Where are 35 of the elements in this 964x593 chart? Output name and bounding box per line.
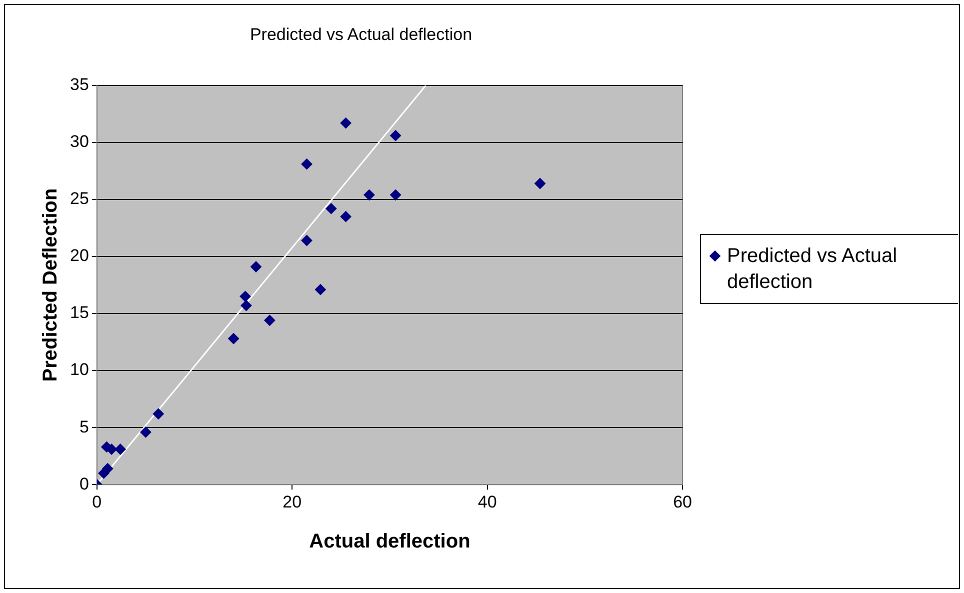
legend-label: Predicted vs Actual deflection xyxy=(727,244,898,295)
point xyxy=(264,314,276,326)
point xyxy=(340,211,352,222)
point xyxy=(364,189,375,200)
point xyxy=(152,408,164,420)
y-tick-label: 10 xyxy=(70,360,89,380)
y-tick-label: 30 xyxy=(70,132,89,152)
point xyxy=(326,203,337,214)
x-tick-label: 0 xyxy=(92,492,102,512)
y-tick-label: 25 xyxy=(70,189,89,208)
x-axis-title: Actual deflection xyxy=(309,530,470,553)
point xyxy=(140,426,152,438)
y-tick-label: 15 xyxy=(70,303,89,322)
point xyxy=(240,290,251,302)
chart-title: Predicted vs Actual deflection xyxy=(250,24,472,44)
point xyxy=(390,130,402,142)
point xyxy=(301,158,312,170)
x-tick-label: 20 xyxy=(282,492,302,512)
point xyxy=(301,235,312,246)
point xyxy=(102,463,114,474)
point xyxy=(228,333,240,344)
x-tick-label: 60 xyxy=(673,492,692,512)
y-tick-label: 0 xyxy=(79,474,89,494)
point xyxy=(240,300,252,312)
x-tick-label: 40 xyxy=(478,492,497,512)
point xyxy=(314,284,326,296)
y-tick-label: 5 xyxy=(79,417,89,436)
point xyxy=(390,189,402,200)
y-axis-title: Predicted Deflection xyxy=(40,188,62,382)
y-tick-label: 35 xyxy=(70,75,89,94)
point xyxy=(250,261,262,272)
point xyxy=(340,118,352,129)
point xyxy=(114,444,126,455)
point xyxy=(534,178,546,189)
y-tick-label: 20 xyxy=(70,246,89,266)
